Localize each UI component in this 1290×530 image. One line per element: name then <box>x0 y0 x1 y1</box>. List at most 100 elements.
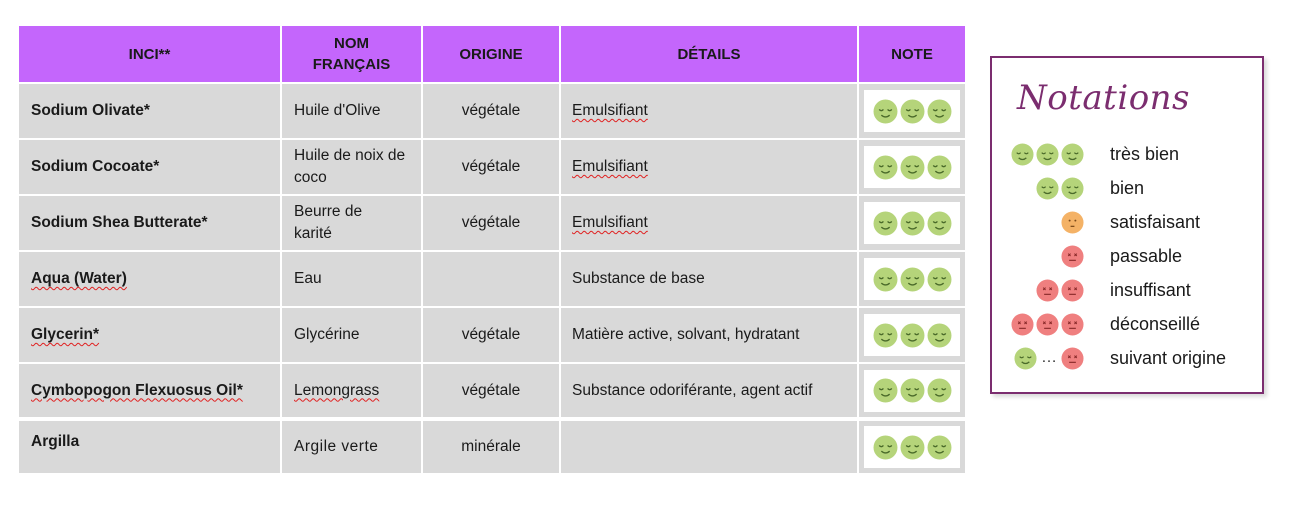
cell-details: Emulsifiant <box>560 139 859 196</box>
cell-note <box>858 139 965 196</box>
red-cross-face-icon <box>1061 278 1084 302</box>
cell-inci: Glycerin* <box>19 307 282 364</box>
table-row: Aqua (Water) Eau Substance de base <box>19 251 965 308</box>
cell-origine: minérale <box>422 419 561 475</box>
green-smile-face-icon <box>873 378 898 403</box>
cell-note <box>858 83 965 140</box>
green-smile-face-icon <box>900 323 925 348</box>
green-smile-face-icon <box>927 435 952 460</box>
green-smile-face-icon <box>927 211 952 236</box>
note-rating <box>864 146 960 188</box>
legend-item: … suivant origine <box>992 344 1262 372</box>
legend-title: Notations <box>1017 78 1191 118</box>
header-details: DÉTAILS <box>560 26 859 84</box>
nom-text: Beurre de karité <box>294 203 363 242</box>
legend-item-icons <box>1061 208 1084 236</box>
inci-text: Aqua (Water) <box>31 270 127 287</box>
table-row: Glycerin* Glycérine végétale Matière act… <box>19 307 965 364</box>
cell-note <box>858 251 965 308</box>
legend-item-label: suivant origine <box>1110 348 1227 368</box>
inci-text: Sodium Olivate* <box>31 102 150 119</box>
cell-origine: végétale <box>422 139 561 196</box>
header-nom-francais-label: NOM FRANÇAIS <box>312 35 391 73</box>
cell-nom: Glycérine <box>281 307 423 364</box>
header-nom-francais: NOM FRANÇAIS <box>281 26 423 84</box>
legend-item-icons <box>1011 310 1084 338</box>
legend-item-icons <box>1061 242 1084 270</box>
legend-item-icons <box>1011 140 1084 168</box>
table-header-row: INCI** NOM FRANÇAIS ORIGINE DÉTAILS NOTE <box>19 26 965 84</box>
green-smile-face-icon <box>1061 176 1084 200</box>
green-smile-face-icon <box>927 99 952 124</box>
table-row: Sodium Olivate* Huile d'Olive végétale E… <box>19 83 965 140</box>
green-smile-face-icon <box>900 435 925 460</box>
cell-origine: végétale <box>422 307 561 364</box>
table-row: Sodium Shea Butterate* Beurre de karité … <box>19 195 965 252</box>
cell-origine: végétale <box>422 83 561 140</box>
green-smile-face-icon <box>900 378 925 403</box>
green-smile-face-icon <box>900 155 925 180</box>
green-smile-face-icon <box>900 267 925 292</box>
legend-item-label: satisfaisant <box>1110 212 1201 232</box>
orange-neutral-face-icon <box>1061 210 1084 234</box>
cell-nom: Huile de noix de coco <box>281 139 423 196</box>
green-smile-face-icon <box>1036 176 1059 200</box>
legend-item: déconseillé <box>992 310 1262 338</box>
green-smile-face-icon <box>927 155 952 180</box>
red-cross-face-icon <box>1036 278 1059 302</box>
inci-text: Glycerin* <box>31 326 100 343</box>
cell-inci: Argilla <box>19 419 282 475</box>
inci-text: Cymbopogon Flexuosus Oil* <box>31 381 243 399</box>
ellipsis-icon: … <box>1041 349 1057 366</box>
cell-details: Substance de base <box>560 251 859 308</box>
cell-details: Substance odoriférante, agent actif <box>560 363 859 421</box>
note-rating <box>864 426 960 468</box>
details-text: Emulsifiant <box>572 102 648 119</box>
details-text: Emulsifiant <box>572 214 648 231</box>
cell-origine: végétale <box>422 363 561 421</box>
cell-inci: Sodium Cocoate* <box>19 139 282 196</box>
legend-item-label: déconseillé <box>1110 314 1201 334</box>
note-rating <box>864 90 960 132</box>
cell-details: Emulsifiant <box>560 195 859 252</box>
inci-text: Sodium Shea Butterate* <box>31 214 208 231</box>
cell-inci: Sodium Olivate* <box>19 83 282 140</box>
cell-nom: Eau <box>281 251 423 308</box>
green-smile-face-icon <box>873 155 898 180</box>
red-cross-face-icon <box>1061 244 1084 268</box>
cell-origine: végétale <box>422 195 561 252</box>
legend-item-label: passable <box>1110 246 1183 266</box>
cell-details: Matière active, solvant, hydratant <box>560 307 859 364</box>
note-rating <box>864 314 960 356</box>
note-rating <box>864 258 960 300</box>
green-smile-face-icon <box>927 267 952 292</box>
legend-item: insuffisant <box>992 276 1262 304</box>
cell-details: Emulsifiant <box>560 83 859 140</box>
red-cross-face-icon <box>1061 312 1084 336</box>
legend-item-label: bien <box>1110 178 1145 198</box>
notations-legend: Notations très bien bien satisfaisant passa… <box>990 56 1264 394</box>
green-smile-face-icon <box>900 211 925 236</box>
green-smile-face-icon <box>873 323 898 348</box>
cell-inci: Sodium Shea Butterate* <box>19 195 282 252</box>
green-smile-face-icon <box>873 435 898 460</box>
cell-nom: Beurre de karité <box>281 195 423 252</box>
green-smile-face-icon <box>900 99 925 124</box>
table-row: Cymbopogon Flexuosus Oil* Lemongrass vég… <box>19 363 965 421</box>
cell-nom: Argile verte <box>281 419 423 475</box>
green-smile-face-icon <box>1011 142 1034 166</box>
red-cross-face-icon <box>1036 312 1059 336</box>
green-smile-face-icon <box>927 378 952 403</box>
nom-text: Lemongrass <box>294 381 380 399</box>
cell-inci: Aqua (Water) <box>19 251 282 308</box>
legend-item-icons <box>1036 174 1084 202</box>
header-origine: ORIGINE <box>422 26 561 84</box>
legend-item: satisfaisant <box>992 208 1262 236</box>
red-cross-face-icon <box>1011 312 1034 336</box>
header-inci: INCI** <box>19 26 282 84</box>
details-text: Emulsifiant <box>572 158 648 175</box>
red-cross-face-icon <box>1061 346 1084 370</box>
legend-item: bien <box>992 174 1262 202</box>
legend-item-label: insuffisant <box>1110 280 1191 300</box>
legend-item-icons: … <box>1014 344 1084 372</box>
